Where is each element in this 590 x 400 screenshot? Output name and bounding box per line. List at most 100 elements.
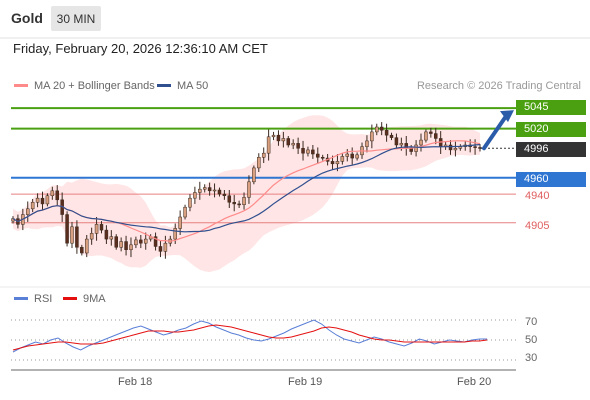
candle-body: [40, 197, 45, 205]
candle-body: [84, 238, 89, 254]
candle-body: [286, 138, 291, 146]
candle-body: [394, 137, 399, 146]
candle-body: [311, 149, 315, 155]
level-tag-5045: 5045: [516, 100, 586, 115]
x-tick-feb18: Feb 18: [118, 376, 153, 388]
candle-body: [198, 188, 202, 193]
candle-body: [296, 143, 300, 149]
chart-timestamp: Friday, February 20, 2026 12:36:10 AM CE…: [13, 41, 268, 56]
ma50-swatch: [157, 83, 171, 87]
candle-body: [306, 149, 310, 154]
rsi-tick-30: 30: [525, 352, 538, 364]
candle-body: [55, 190, 59, 201]
legend-rsi-ma: 9MA: [63, 293, 106, 305]
candle-body: [252, 167, 256, 183]
candle-body: [291, 143, 295, 146]
candle-body: [355, 154, 359, 159]
candle-body: [237, 203, 241, 206]
candle-body: [429, 131, 433, 134]
candle-body: [301, 148, 305, 154]
candle-body: [25, 208, 30, 215]
candle-body: [65, 214, 69, 244]
candle-body: [89, 233, 94, 240]
candle-body: [114, 236, 118, 248]
candle-body: [266, 136, 271, 154]
candle-body: [80, 247, 84, 254]
candle-body: [188, 197, 192, 208]
candle-body: [320, 157, 325, 159]
candle-body: [217, 189, 222, 195]
candle-body: [129, 244, 133, 250]
rsi-tick-50: 50: [525, 334, 538, 346]
candle-body: [143, 238, 148, 244]
candle-body: [178, 216, 182, 229]
candle-body: [379, 126, 384, 131]
level-tag-5020: 5020: [516, 122, 586, 137]
candle-body: [271, 134, 276, 138]
candle-body: [389, 134, 394, 138]
level-label-4940: 4940: [525, 190, 550, 202]
x-tick-feb20: Feb 20: [457, 376, 492, 388]
candle-body: [232, 202, 236, 205]
candle-body: [448, 144, 453, 151]
candle-body: [173, 228, 177, 240]
rsi-ma-line: [12, 324, 488, 351]
candle-body: [109, 236, 114, 240]
legend-rsi: RSI: [14, 293, 52, 305]
candle-body: [70, 226, 74, 244]
candle-body: [276, 134, 281, 142]
projection-arrow-head: [500, 110, 514, 123]
candle-body: [207, 187, 212, 192]
candle-body: [158, 246, 163, 252]
candle-body: [399, 143, 404, 146]
candle-body: [119, 241, 123, 248]
candle-body: [350, 153, 354, 159]
level-tag-4960: 4960: [516, 172, 586, 187]
candle-body: [434, 133, 438, 139]
candle-body: [153, 236, 158, 247]
legend-rsi-ma-label: 9MA: [83, 293, 106, 305]
candle-body: [281, 138, 286, 142]
candle-body: [365, 140, 369, 147]
rsi-swatch: [14, 296, 28, 300]
candle-body: [330, 161, 335, 165]
candle-body: [335, 161, 340, 165]
candle-body: [453, 148, 458, 151]
candle-body: [75, 226, 79, 248]
candle-body: [45, 195, 50, 205]
candle-body: [104, 229, 109, 240]
ma50-line: [12, 143, 481, 233]
legend-ma50-label: MA 50: [177, 80, 209, 92]
level-tag-last-price: 4996: [516, 142, 586, 157]
credit-text: Research © 2026 Trading Central: [416, 80, 581, 92]
candle-body: [202, 187, 207, 190]
candle-body: [139, 239, 143, 244]
timeframe-button[interactable]: 30 MIN: [51, 6, 101, 31]
instrument-title: Gold: [11, 10, 43, 26]
candle-body: [94, 224, 99, 234]
candle-body: [247, 181, 251, 198]
level-label-4905: 4905: [525, 220, 550, 232]
candle-body: [50, 190, 55, 196]
candle-body: [227, 195, 232, 203]
candle-body: [242, 197, 246, 205]
rsi-ma-swatch: [63, 296, 77, 300]
candle-body: [345, 153, 350, 157]
candle-body: [473, 146, 477, 148]
legend-ma20: MA 20 + Bollinger Bands: [14, 80, 155, 92]
rsi-line: [12, 319, 487, 353]
legend-ma50: MA 50: [157, 80, 208, 92]
candle-body: [183, 206, 187, 218]
candle-body: [384, 130, 389, 136]
candle-body: [316, 153, 320, 158]
candle-body: [261, 152, 266, 158]
candle-body: [124, 241, 128, 250]
header-bar: Gold 30 MIN: [0, 0, 590, 38]
candle-body: [212, 189, 217, 192]
candle-body: [257, 157, 261, 169]
candle-body: [193, 192, 197, 199]
candle-body: [163, 242, 168, 252]
x-tick-feb19: Feb 19: [288, 376, 323, 388]
